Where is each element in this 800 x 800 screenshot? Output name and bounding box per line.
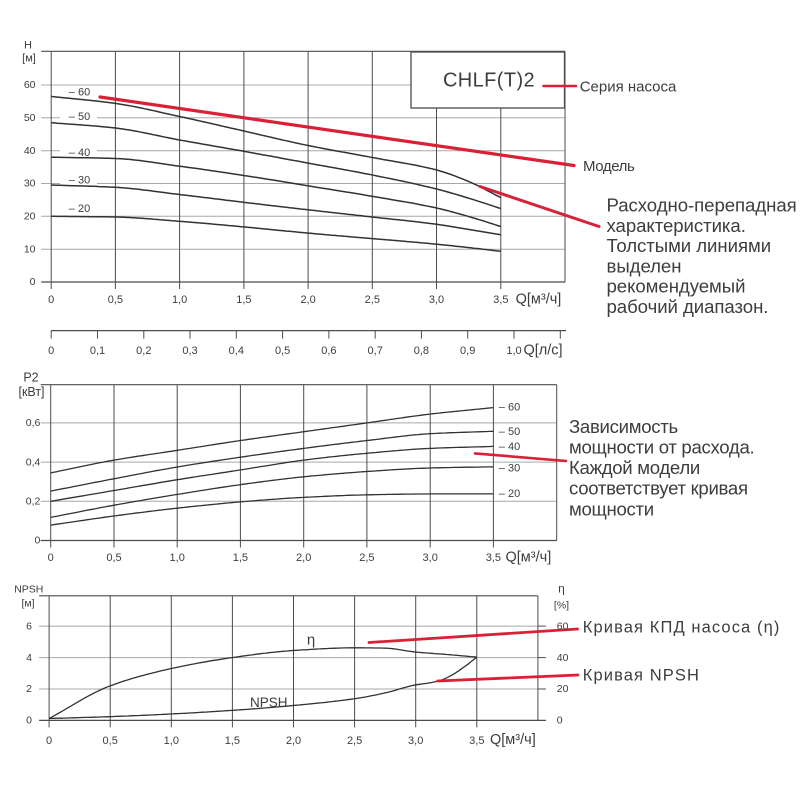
svg-text:мощности от расхода.: мощности от расхода. (569, 437, 754, 458)
svg-text:– 30: – 30 (69, 174, 90, 186)
svg-text:2,0: 2,0 (296, 552, 311, 564)
svg-text:2,5: 2,5 (347, 735, 362, 747)
svg-text:30: 30 (24, 178, 36, 190)
svg-text:характеристика.: характеристика. (607, 215, 746, 236)
svg-text:0,5: 0,5 (106, 552, 121, 564)
svg-text:0: 0 (48, 345, 54, 357)
svg-text:40: 40 (557, 652, 569, 664)
svg-text:Зависимость: Зависимость (569, 416, 678, 437)
svg-text:0,1: 0,1 (90, 345, 105, 357)
svg-text:0,5: 0,5 (275, 345, 290, 357)
svg-text:3,0: 3,0 (423, 552, 438, 564)
svg-text:1,0: 1,0 (172, 294, 187, 306)
svg-text:рекомендуемый: рекомендуемый (607, 276, 746, 297)
svg-text:[%]: [%] (554, 600, 569, 612)
svg-text:0,4: 0,4 (229, 345, 244, 357)
svg-text:1,0: 1,0 (170, 552, 185, 564)
svg-text:мощности: мощности (569, 498, 654, 519)
svg-text:Модель: Модель (583, 158, 635, 175)
svg-text:2,5: 2,5 (365, 294, 380, 306)
svg-text:– 20: – 20 (499, 488, 520, 500)
svg-text:– 60: – 60 (69, 87, 90, 99)
svg-text:– 40: – 40 (69, 147, 90, 159)
svg-text:CHLF(T)2: CHLF(T)2 (443, 70, 535, 92)
svg-text:0,6: 0,6 (321, 345, 336, 357)
svg-text:η: η (307, 632, 315, 649)
svg-text:– 30: – 30 (499, 463, 520, 475)
svg-text:10: 10 (24, 243, 36, 255)
svg-text:0: 0 (26, 715, 32, 727)
svg-text:0: 0 (35, 535, 41, 547)
svg-text:4: 4 (26, 652, 32, 664)
svg-text:– 40: – 40 (499, 441, 520, 453)
svg-text:6: 6 (26, 620, 32, 632)
svg-text:3,0: 3,0 (408, 735, 423, 747)
svg-text:2,0: 2,0 (286, 735, 301, 747)
svg-text:Толстыми линиями: Толстыми линиями (607, 235, 772, 256)
svg-text:– 60: – 60 (499, 402, 520, 414)
svg-text:Q[л/с]: Q[л/с] (524, 343, 563, 359)
svg-text:рабочий диапазон.: рабочий диапазон. (607, 296, 769, 317)
svg-text:NPSH: NPSH (250, 695, 288, 710)
svg-text:3,0: 3,0 (429, 294, 444, 306)
svg-text:0,3: 0,3 (182, 345, 197, 357)
svg-text:0,2: 0,2 (26, 496, 41, 508)
svg-text:3,5: 3,5 (493, 294, 508, 306)
svg-text:– 50: – 50 (69, 111, 90, 123)
svg-text:1,0: 1,0 (164, 735, 179, 747)
svg-text:Расходно-перепадная: Расходно-перепадная (607, 195, 797, 216)
svg-text:1,5: 1,5 (225, 735, 240, 747)
svg-text:0: 0 (30, 276, 36, 288)
svg-text:3,5: 3,5 (486, 552, 501, 564)
svg-text:20: 20 (24, 211, 36, 223)
svg-text:P2: P2 (23, 371, 38, 385)
svg-text:[м]: [м] (22, 53, 36, 65)
svg-text:20: 20 (557, 683, 569, 695)
svg-text:2: 2 (26, 683, 32, 695)
svg-text:0,5: 0,5 (108, 294, 123, 306)
svg-text:0,2: 0,2 (136, 345, 151, 357)
svg-text:3,5: 3,5 (469, 735, 484, 747)
svg-text:50: 50 (24, 112, 36, 124)
svg-text:0: 0 (48, 294, 54, 306)
svg-text:соответствует кривая: соответствует кривая (569, 478, 748, 499)
svg-text:Серия насоса: Серия насоса (580, 79, 677, 96)
svg-text:1,0: 1,0 (506, 345, 521, 357)
svg-text:Кривая NPSH: Кривая NPSH (583, 667, 700, 685)
svg-text:60: 60 (557, 620, 569, 632)
svg-text:60: 60 (24, 79, 36, 91)
svg-text:0,8: 0,8 (414, 345, 429, 357)
svg-text:0: 0 (557, 715, 563, 727)
svg-text:0: 0 (48, 552, 54, 564)
svg-text:[м]: [м] (21, 598, 34, 610)
svg-text:выделен: выделен (607, 255, 682, 276)
svg-text:1,5: 1,5 (233, 552, 248, 564)
svg-text:[кВт]: [кВт] (18, 385, 44, 399)
svg-text:0,7: 0,7 (368, 345, 383, 357)
svg-text:2,0: 2,0 (300, 294, 315, 306)
svg-text:– 20: – 20 (69, 203, 90, 215)
svg-text:Q[м³/ч]: Q[м³/ч] (506, 550, 552, 566)
svg-text:Q[м³/ч]: Q[м³/ч] (490, 732, 536, 748)
svg-text:NPSH: NPSH (14, 584, 43, 596)
svg-text:0,5: 0,5 (103, 735, 118, 747)
svg-text:η: η (558, 582, 565, 596)
svg-text:– 50: – 50 (499, 426, 520, 438)
svg-text:0,6: 0,6 (26, 417, 41, 429)
svg-text:0: 0 (46, 735, 52, 747)
svg-text:Каждой модели: Каждой модели (569, 457, 700, 478)
svg-text:0,4: 0,4 (26, 456, 41, 468)
svg-text:Q[м³/ч]: Q[м³/ч] (516, 292, 562, 308)
svg-text:1,5: 1,5 (236, 294, 251, 306)
svg-text:H: H (24, 40, 32, 52)
svg-text:Кривая КПД насоса (η): Кривая КПД насоса (η) (583, 619, 781, 637)
svg-text:2,5: 2,5 (359, 552, 374, 564)
svg-text:40: 40 (24, 145, 36, 157)
svg-text:0,9: 0,9 (460, 345, 475, 357)
